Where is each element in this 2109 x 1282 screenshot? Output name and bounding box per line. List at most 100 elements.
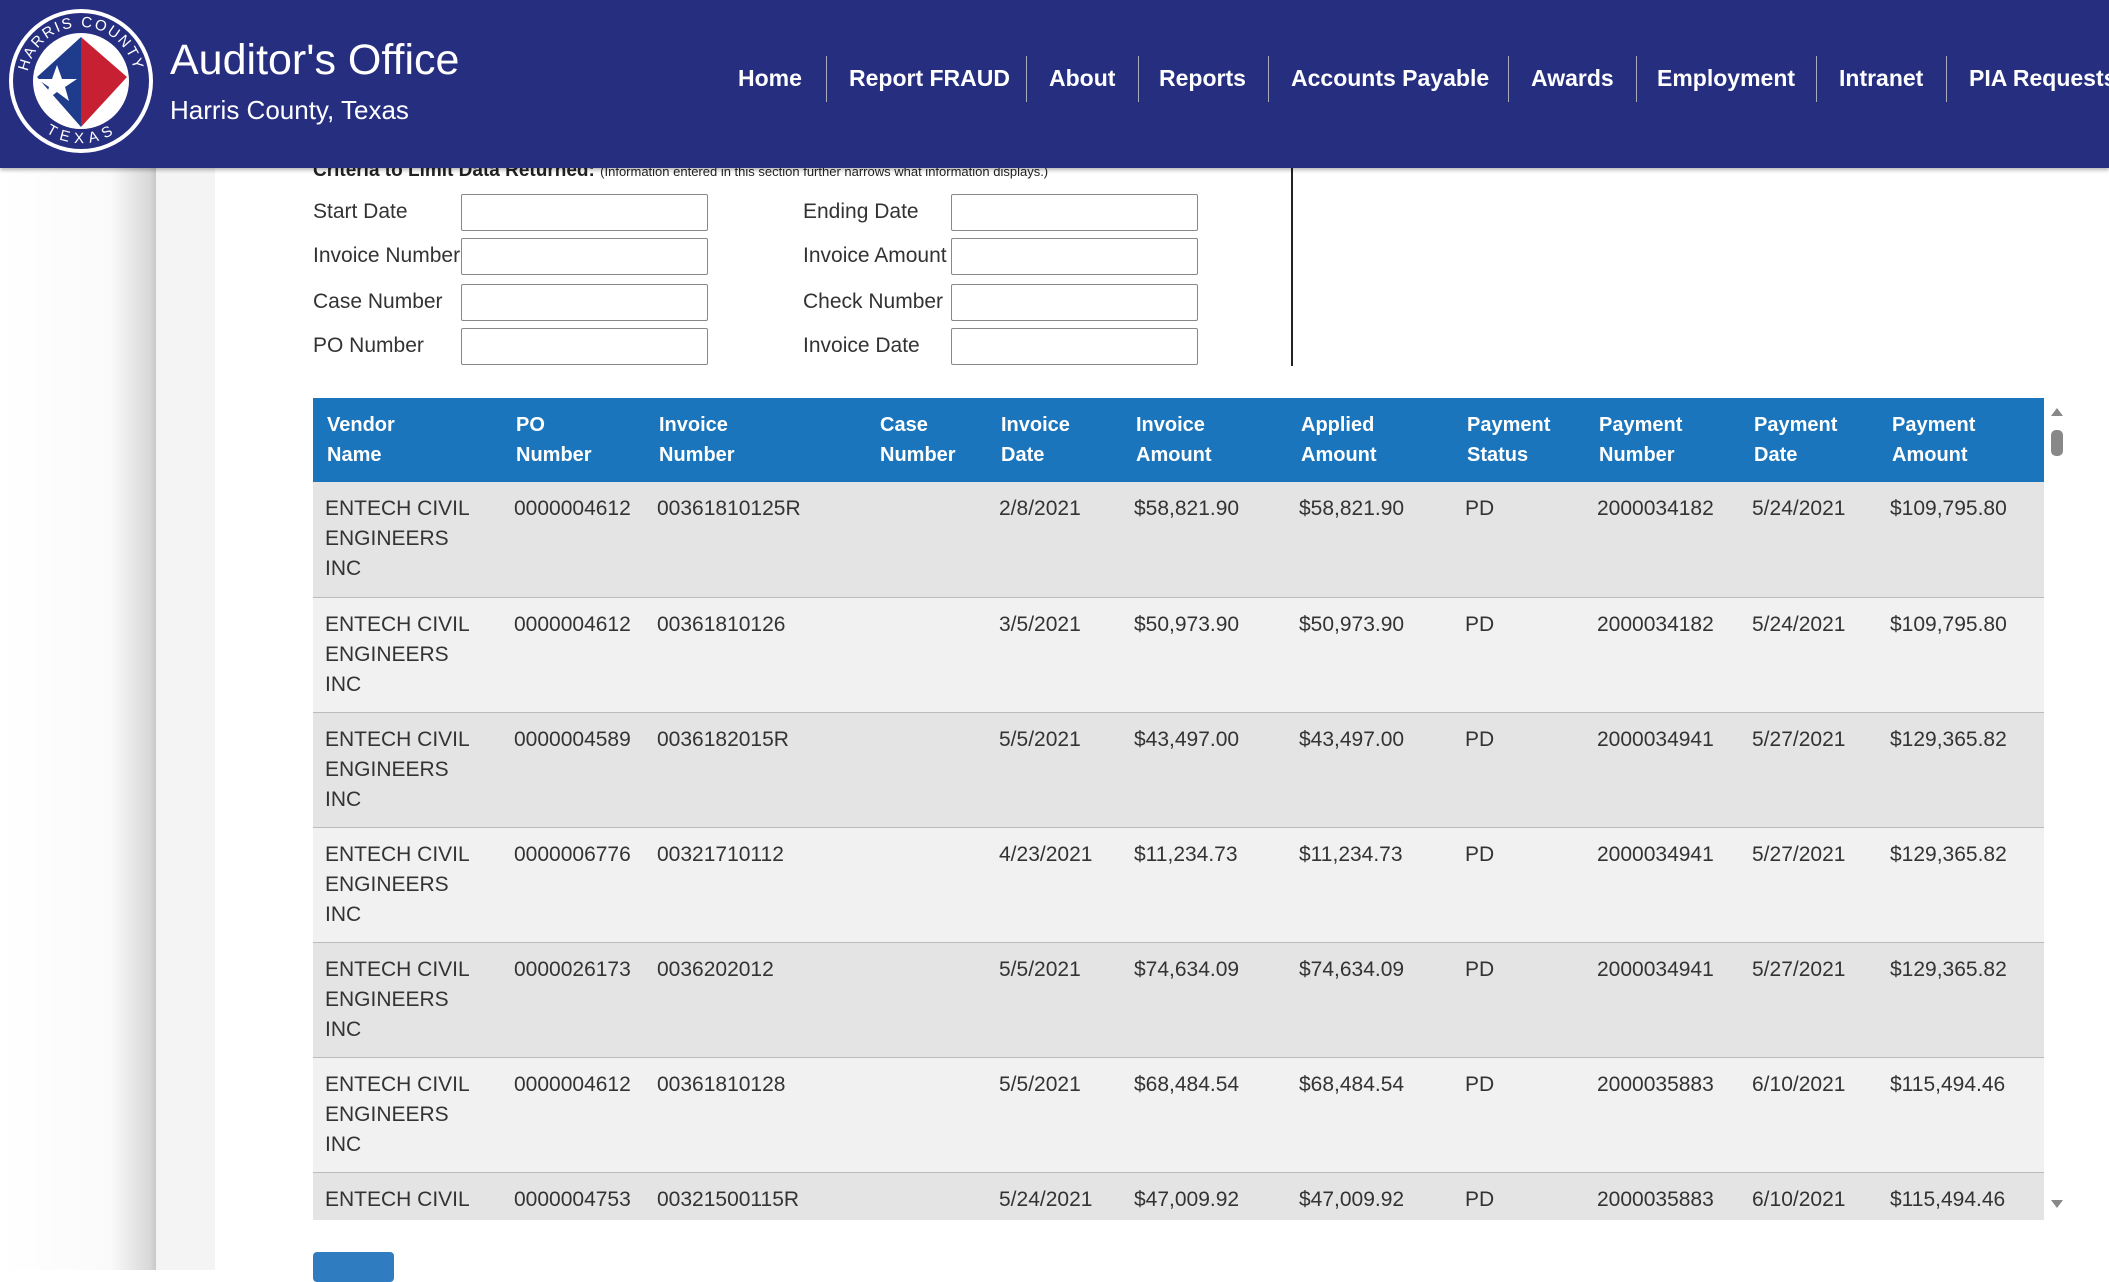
side-shade (0, 0, 156, 1270)
cell-text: $43,497.00 (1299, 727, 1405, 751)
cell-text: 2000035883 (1597, 1187, 1714, 1211)
table-cell: PD (1453, 597, 1585, 713)
table-cell: ENTECH CIVIL ENGINEERS INC (313, 712, 502, 828)
cell-text: 5/5/2021 (999, 1072, 1081, 1096)
cell-text: $47,009.92 (1134, 1187, 1240, 1211)
column-header[interactable]: Payment Status (1453, 398, 1585, 482)
table-cell: PD (1453, 712, 1585, 828)
column-header-text: Vendor Name (327, 414, 395, 466)
cell-text: 0000004753 (514, 1187, 631, 1211)
table-cell: 2000035883 (1585, 1057, 1740, 1173)
nav-separator (1946, 56, 1947, 102)
text-input[interactable] (461, 328, 708, 365)
table-cell: $43,497.00 (1287, 712, 1453, 828)
column-header[interactable]: Payment Amount (1878, 398, 2044, 482)
text-input[interactable] (951, 238, 1198, 275)
nav-link[interactable]: About (1049, 65, 1116, 91)
table-cell: $129,365.82 (1878, 942, 2044, 1058)
table-cell: 0036182015R (645, 712, 866, 828)
column-header[interactable]: Invoice Amount (1122, 398, 1287, 482)
cell-text: PD (1465, 612, 1495, 636)
nav-link[interactable]: Employment (1657, 65, 1796, 91)
cell-text: $129,365.82 (1890, 957, 2007, 981)
table-cell: $11,234.73 (1122, 827, 1287, 943)
nav-link[interactable]: Awards (1531, 65, 1614, 91)
scrollbar[interactable] (2046, 398, 2068, 1220)
print-button[interactable] (313, 1252, 394, 1282)
table-cell: 5/5/2021 (987, 942, 1122, 1058)
nav-separator (1026, 56, 1027, 102)
table-cell: 2/8/2021 (987, 482, 1122, 598)
cell-text: 00321710112 (657, 842, 784, 866)
text-input[interactable] (951, 284, 1198, 321)
table-cell: $115,494.46 (1878, 1057, 2044, 1173)
column-header-text: Payment Number (1599, 414, 1683, 466)
cell-text: $58,821.90 (1134, 497, 1240, 520)
table-cell: ENTECH CIVIL ENGINEERS INC (313, 597, 502, 713)
cell-text: 4/23/2021 (999, 842, 1093, 866)
site-title[interactable]: Auditor's Office (170, 36, 460, 84)
column-header-text: Payment Status (1467, 414, 1551, 466)
table-cell (866, 1172, 987, 1220)
nav-link[interactable]: Accounts Payable (1291, 65, 1490, 91)
text-input[interactable] (951, 194, 1198, 231)
column-header[interactable]: Vendor Name (313, 398, 502, 482)
cell-text: $68,484.54 (1134, 1072, 1240, 1096)
cell-text: $115,494.46 (1890, 1072, 2006, 1096)
cell-text: 0000004612 (514, 612, 631, 636)
cell-text: $50,973.90 (1134, 612, 1240, 636)
nav-separator (1268, 56, 1269, 102)
cell-text: 2000034941 (1597, 727, 1714, 751)
cell-text: 0000026173 (514, 957, 631, 981)
cell-text: $109,795.80 (1890, 612, 2007, 636)
nav-link[interactable]: PIA Requests (1969, 65, 2109, 91)
nav-separator (826, 56, 827, 102)
logo[interactable]: HARRIS COUNTY TEXAS (7, 7, 155, 155)
cell-text: 00361810125R (657, 497, 801, 520)
nav-link[interactable]: Home (738, 65, 802, 91)
table-cell: $68,484.54 (1287, 1057, 1453, 1173)
cell-text: 2000035883 (1597, 1072, 1714, 1096)
table-cell: $58,821.90 (1122, 482, 1287, 598)
column-header[interactable]: Invoice Number (645, 398, 866, 482)
cell-text: $47,009.92 (1299, 1187, 1405, 1211)
text-input[interactable] (461, 194, 708, 231)
text-input[interactable] (951, 328, 1198, 365)
text-input[interactable] (461, 284, 708, 321)
results-table: Vendor Name PO Number Invoice Number Case N… (313, 398, 2044, 1220)
nav-link[interactable]: Intranet (1839, 65, 1924, 91)
table-cell: 5/24/2021 (987, 1172, 1122, 1220)
table-cell: 0000004589 (502, 712, 645, 828)
table-row: ENTECH CIVIL ENGINEERS INC 0000004612 0036… (313, 597, 2044, 713)
text-input[interactable] (461, 238, 708, 275)
field-label: PO Number (313, 334, 424, 357)
column-header[interactable]: Invoice Date (987, 398, 1122, 482)
table-cell: $74,634.09 (1287, 942, 1453, 1058)
table-cell: 2000034182 (1585, 482, 1740, 598)
table-cell (866, 1057, 987, 1173)
nav-separator (1816, 56, 1817, 102)
column-header[interactable]: PO Number (502, 398, 645, 482)
column-header-text: Invoice Amount (1136, 414, 1212, 466)
table-row: ENTECH CIVIL ENGINEERS INC 0000004612 0036… (313, 1057, 2044, 1173)
column-header[interactable]: Applied Amount (1287, 398, 1453, 482)
column-header[interactable]: Case Number (866, 398, 987, 482)
cell-text: 6/10/2021 (1752, 1187, 1846, 1211)
cell-text: PD (1465, 842, 1495, 866)
table-cell: 2000034941 (1585, 712, 1740, 828)
table-cell: $109,795.80 (1878, 482, 2044, 598)
nav-link[interactable]: Reports (1159, 65, 1246, 91)
table-cell: 00361810126 (645, 597, 866, 713)
table-cell: 0000004612 (502, 1057, 645, 1173)
cell-text: 0036182015R (657, 727, 789, 751)
table-cell: $50,973.90 (1287, 597, 1453, 713)
field-label: Invoice Number (313, 244, 461, 267)
cell-text: 0000004612 (514, 1072, 631, 1096)
column-header[interactable]: Payment Number (1585, 398, 1740, 482)
cell-text: 00321500115R (657, 1187, 800, 1211)
table-cell: 0000006776 (502, 827, 645, 943)
column-header[interactable]: Payment Date (1740, 398, 1878, 482)
table-cell: $74,634.09 (1122, 942, 1287, 1058)
column-header-text: Payment Date (1754, 414, 1838, 466)
nav-link[interactable]: Report FRAUD (849, 65, 1010, 91)
